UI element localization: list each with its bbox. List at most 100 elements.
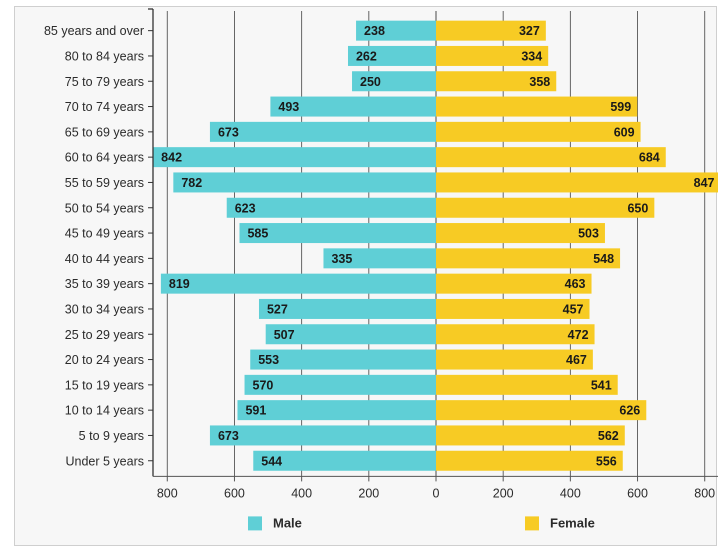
bar-male (209, 121, 436, 142)
bar-female (436, 374, 618, 395)
data-label-male: 570 (253, 378, 274, 392)
category-label: 45 to 49 years (65, 227, 144, 241)
bar-female (436, 223, 605, 244)
bar-female (436, 248, 621, 269)
bar-male (239, 223, 436, 244)
bar-female (436, 121, 641, 142)
x-tick-label: 600 (224, 486, 245, 500)
data-label-female: 358 (529, 75, 550, 89)
x-tick-label: 400 (560, 486, 581, 500)
category-label: 5 to 9 years (79, 429, 144, 443)
data-label-male: 527 (267, 302, 288, 316)
bars (153, 20, 718, 471)
bar-female (436, 324, 595, 345)
data-label-male: 507 (274, 328, 295, 342)
bar-female (436, 45, 549, 66)
bar-male (237, 400, 436, 421)
data-label-female: 472 (568, 328, 589, 342)
category-label: 75 to 79 years (65, 75, 144, 89)
x-tick-label: 600 (627, 486, 648, 500)
category-label: 20 to 24 years (65, 353, 144, 367)
category-label: 25 to 29 years (65, 328, 144, 342)
bar-female (436, 147, 666, 168)
bar-female (436, 172, 718, 193)
bar-male (265, 324, 436, 345)
x-tick-label: 0 (433, 486, 440, 500)
data-label-male: 842 (161, 151, 182, 165)
bar-male (250, 349, 436, 370)
bar-female (436, 273, 592, 294)
category-label: 55 to 59 years (65, 176, 144, 190)
legend: Male Female (248, 515, 595, 531)
data-label-male: 493 (278, 100, 299, 114)
legend-male-swatch (248, 516, 262, 531)
bar-male (253, 450, 436, 471)
bar-female (436, 298, 590, 319)
x-tick-label: 800 (694, 486, 715, 500)
x-tick-label: 400 (291, 486, 312, 500)
bar-male (226, 197, 436, 218)
axes: 800 600 400 200 0 200 400 600 800 (148, 8, 718, 500)
data-label-male: 335 (331, 252, 352, 266)
category-label: 80 to 84 years (65, 49, 144, 63)
bar-male (347, 45, 436, 66)
data-label-female: 463 (565, 277, 586, 291)
data-label-male: 262 (356, 49, 377, 63)
data-label-male: 553 (258, 353, 279, 367)
labels: 85 years and over 238 327 80 to 84 years 262… (44, 24, 715, 468)
bar-female (436, 450, 623, 471)
category-label: 65 to 69 years (65, 125, 144, 139)
bar-male (173, 172, 436, 193)
data-label-male: 623 (235, 201, 256, 215)
data-label-male: 585 (247, 227, 268, 241)
bar-female (436, 400, 647, 421)
bar-male (323, 248, 436, 269)
category-label: 60 to 64 years (65, 151, 144, 165)
category-label: 85 years and over (44, 24, 144, 38)
data-label-male: 673 (218, 429, 239, 443)
category-label: Under 5 years (65, 454, 144, 468)
category-label: 40 to 44 years (65, 252, 144, 266)
data-label-female: 327 (519, 24, 540, 38)
bar-female (436, 96, 638, 117)
data-label-male: 782 (181, 176, 202, 190)
data-label-female: 457 (563, 302, 584, 316)
bar-male (153, 147, 437, 168)
bar-male (258, 298, 436, 319)
category-label: 70 to 74 years (65, 100, 144, 114)
x-tick-label: 800 (157, 486, 178, 500)
data-label-female: 467 (566, 353, 587, 367)
bar-female (436, 425, 625, 446)
data-label-female: 847 (694, 176, 715, 190)
bar-male (244, 374, 436, 395)
chart-frame: 800 600 400 200 0 200 400 600 800 85 years and o… (14, 6, 718, 546)
legend-female-label: Female (550, 515, 595, 530)
data-label-female: 599 (610, 100, 631, 114)
category-label: 30 to 34 years (65, 302, 144, 316)
data-label-male: 238 (364, 24, 385, 38)
bar-male (352, 71, 436, 92)
x-tick-label: 200 (493, 486, 514, 500)
bar-male (270, 96, 436, 117)
legend-female-swatch (525, 516, 539, 531)
bar-female (436, 197, 655, 218)
category-label: 15 to 19 years (65, 378, 144, 392)
bar-male (356, 20, 436, 41)
data-label-female: 562 (598, 429, 619, 443)
data-label-female: 334 (521, 49, 542, 63)
data-label-male: 673 (218, 125, 239, 139)
data-label-male: 250 (360, 75, 381, 89)
data-label-male: 544 (261, 454, 282, 468)
x-tick-label: 200 (358, 486, 379, 500)
bar-female (436, 349, 593, 370)
data-label-female: 541 (591, 378, 612, 392)
data-label-female: 556 (596, 454, 617, 468)
legend-male-label: Male (273, 515, 302, 530)
category-label: 50 to 54 years (65, 201, 144, 215)
bar-male (209, 425, 436, 446)
data-label-male: 591 (245, 404, 266, 418)
bar-female (436, 20, 546, 41)
data-label-female: 609 (614, 125, 635, 139)
bar-male (160, 273, 437, 294)
data-label-female: 626 (619, 404, 640, 418)
